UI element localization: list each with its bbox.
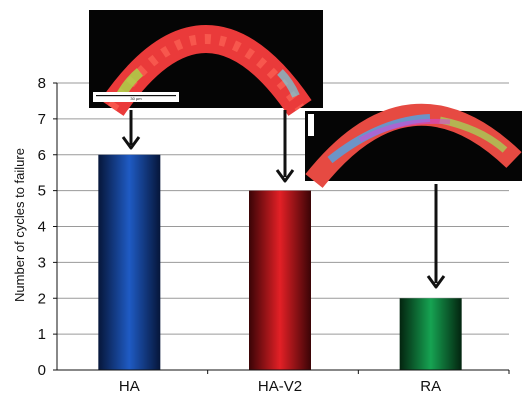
y-tick-labels: 0 1 2 3 4 5 6 7 8 [38, 75, 46, 379]
scale-bar-label: 30 µm [130, 96, 142, 101]
y-tick-label-7: 7 [38, 111, 46, 128]
y-tick-label-8: 8 [38, 75, 46, 92]
ebsd-micrograph-ha: 30 µm [89, 10, 323, 116]
y-tick-label-2: 2 [38, 290, 46, 307]
x-category-label-ra: RA [420, 378, 441, 394]
bar-ha-v2 [249, 190, 311, 370]
x-category-label-ha-v2: HA-V2 [258, 378, 302, 394]
y-tick-label-1: 1 [38, 326, 46, 343]
ebsd-micrograph-ra [305, 103, 522, 188]
x-category-label-ha: HA [119, 378, 140, 394]
y-axis-title: Number of cycles to failure [12, 148, 27, 302]
axes [53, 82, 510, 374]
scale-bar-vertical [308, 114, 314, 136]
x-category-labels: HA HA-V2 RA [119, 378, 441, 394]
y-tick-label-3: 3 [38, 254, 46, 271]
y-tick-label-4: 4 [38, 219, 46, 236]
y-tick-label-0: 0 [38, 362, 46, 379]
bar-ha [98, 154, 161, 370]
bar-ra [399, 298, 462, 370]
y-tick-label-6: 6 [38, 147, 46, 164]
scale-bar [93, 92, 179, 102]
y-tick-label-5: 5 [38, 183, 46, 200]
bars [98, 154, 462, 370]
